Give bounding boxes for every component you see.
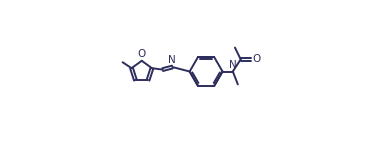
Text: O: O: [137, 49, 146, 59]
Text: N: N: [168, 55, 176, 65]
Text: O: O: [252, 54, 260, 64]
Text: N: N: [229, 60, 237, 70]
